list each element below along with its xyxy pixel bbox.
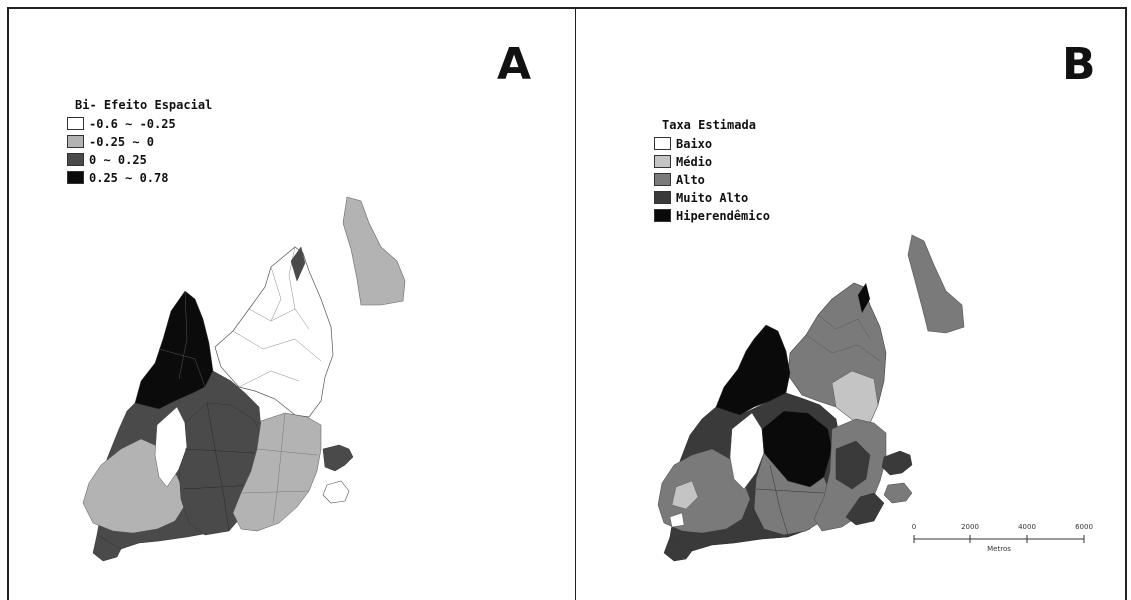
map-a-islet-white — [322, 480, 350, 504]
legend-a-label: 0.25 ∼ 0.78 — [89, 170, 169, 185]
legend-a-swatch — [67, 135, 84, 148]
map-b-region-southwest — [657, 448, 751, 534]
map-b-region-southeast-dark — [835, 440, 871, 490]
legend-b-item: Alto — [654, 171, 770, 188]
scale-tick-label: 6000 — [1075, 523, 1093, 531]
map-b-islet-2 — [883, 482, 913, 504]
map-b: 0 2000 4000 6000 Metros — [657, 234, 1093, 562]
map-b-region-south-dark — [845, 492, 885, 526]
legend-a-swatch — [67, 153, 84, 166]
legend-b-swatch — [654, 137, 671, 150]
legend-b-item: Baixo — [654, 135, 770, 152]
map-b-patch-white — [669, 512, 685, 528]
legend-b-label: Muito Alto — [676, 190, 749, 205]
scale-unit-label: Metros — [987, 545, 1011, 553]
legend-a-item: -0.25 ∼ 0 — [67, 133, 212, 150]
legend-a-item: -0.6 ∼ -0.25 — [67, 115, 212, 132]
legend-b-swatch — [654, 191, 671, 204]
legend-a-swatch — [67, 171, 84, 184]
panel-b: B Taxa Estimada Baixo Médio Alto Muito A… — [574, 7, 1127, 600]
legend-b-label: Hiperendêmico — [676, 208, 770, 223]
legend-a-item: 0.25 ∼ 0.78 — [67, 169, 212, 186]
map-a-islet-dark — [322, 444, 354, 472]
legend-a-title: Bi- Efeito Espacial — [75, 98, 213, 112]
legend-a-item: 0 ∼ 0.25 — [67, 151, 212, 168]
legend-a-label: 0 ∼ 0.25 — [89, 152, 147, 167]
legend-b-swatch — [654, 173, 671, 186]
panel-a: A Bi- Efeito Espacial -0.6 ∼ -0.25 -0.25… — [7, 7, 576, 600]
map-b-bay — [729, 412, 765, 490]
map-b-islet-1 — [881, 450, 913, 476]
legend-b-item: Médio — [654, 153, 770, 170]
legend-b-swatch — [654, 209, 671, 222]
panel-b-letter: B — [1062, 39, 1096, 90]
legend-b-label: Alto — [676, 172, 705, 187]
map-b-region-south-tip — [663, 536, 693, 562]
scale-tick-label: 2000 — [961, 523, 979, 531]
legend-a: Bi- Efeito Espacial -0.6 ∼ -0.25 -0.25 ∼… — [67, 97, 212, 186]
legend-b-label: Baixo — [676, 136, 713, 151]
map-b-region-northwest-black — [715, 324, 791, 420]
map-b-region-northeast-light — [831, 370, 879, 424]
map-a-island-east — [342, 196, 406, 306]
legend-b-swatch — [654, 155, 671, 168]
map-a — [82, 196, 406, 562]
map-a-region-southeast-light — [232, 412, 322, 532]
map-b-patch-light-1 — [671, 480, 699, 510]
legend-b-item: Muito Alto — [654, 189, 770, 206]
map-b-strip-black — [858, 283, 870, 313]
legend-a-label: -0.25 ∼ 0 — [89, 134, 155, 149]
legend-b-title: Taxa Estimada — [662, 118, 756, 132]
legend-a-label: -0.6 ∼ -0.25 — [89, 116, 176, 131]
map-b-region-central-gray — [753, 452, 833, 536]
map-b-island-east — [907, 234, 965, 334]
legend-b-label: Médio — [676, 154, 713, 169]
scale-bar: 0 2000 4000 6000 Metros — [912, 523, 1093, 553]
panel-a-letter: A — [497, 39, 532, 90]
legend-b: Taxa Estimada Baixo Médio Alto Muito Alt… — [654, 117, 770, 224]
scale-tick-label: 0 — [912, 523, 916, 531]
scale-tick-label: 4000 — [1018, 523, 1036, 531]
map-a-strip-dark — [290, 246, 306, 282]
map-a-region-south-tip — [92, 534, 122, 562]
legend-b-item: Hiperendêmico — [654, 207, 770, 224]
legend-a-swatch — [67, 117, 84, 130]
